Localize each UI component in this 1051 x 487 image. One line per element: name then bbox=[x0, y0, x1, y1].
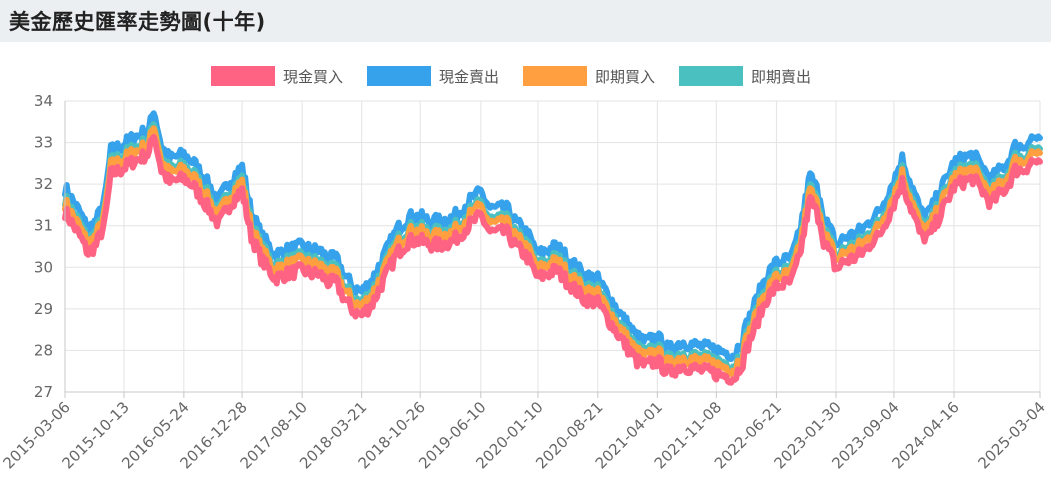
legend-swatch bbox=[679, 66, 743, 86]
y-tick-label: 33 bbox=[34, 134, 53, 152]
series-line bbox=[62, 134, 1043, 386]
y-tick-label: 32 bbox=[34, 175, 53, 193]
chart-series bbox=[62, 110, 1043, 386]
x-tick-label: 2025-03-04 bbox=[974, 398, 1048, 472]
legend-swatch bbox=[211, 66, 275, 86]
y-tick-label: 27 bbox=[34, 383, 53, 401]
title-bar: 美金歷史匯率走勢圖(十年) bbox=[0, 0, 1051, 42]
page-title: 美金歷史匯率走勢圖(十年) bbox=[9, 10, 266, 34]
legend-swatch bbox=[523, 66, 587, 86]
legend-label: 現金賣出 bbox=[439, 68, 499, 86]
chart-legend: 現金買入 現金賣出 即期買入 即期賣出 bbox=[211, 66, 811, 86]
chart-axes: 27282930313233342015-03-062015-10-132016… bbox=[0, 92, 1049, 472]
y-tick-label: 31 bbox=[34, 217, 53, 235]
legend-label: 現金買入 bbox=[283, 68, 343, 86]
series-line bbox=[62, 125, 1043, 377]
y-tick-label: 29 bbox=[34, 300, 53, 318]
legend-swatch bbox=[367, 66, 431, 86]
series-line bbox=[62, 110, 1043, 362]
legend-label: 即期賣出 bbox=[751, 68, 811, 86]
exchange-rate-chart: 27282930313233342015-03-062015-10-132016… bbox=[0, 66, 1049, 472]
y-tick-label: 34 bbox=[34, 92, 53, 110]
y-tick-label: 30 bbox=[34, 258, 53, 276]
legend-label: 即期買入 bbox=[595, 68, 655, 86]
y-tick-label: 28 bbox=[34, 341, 53, 359]
